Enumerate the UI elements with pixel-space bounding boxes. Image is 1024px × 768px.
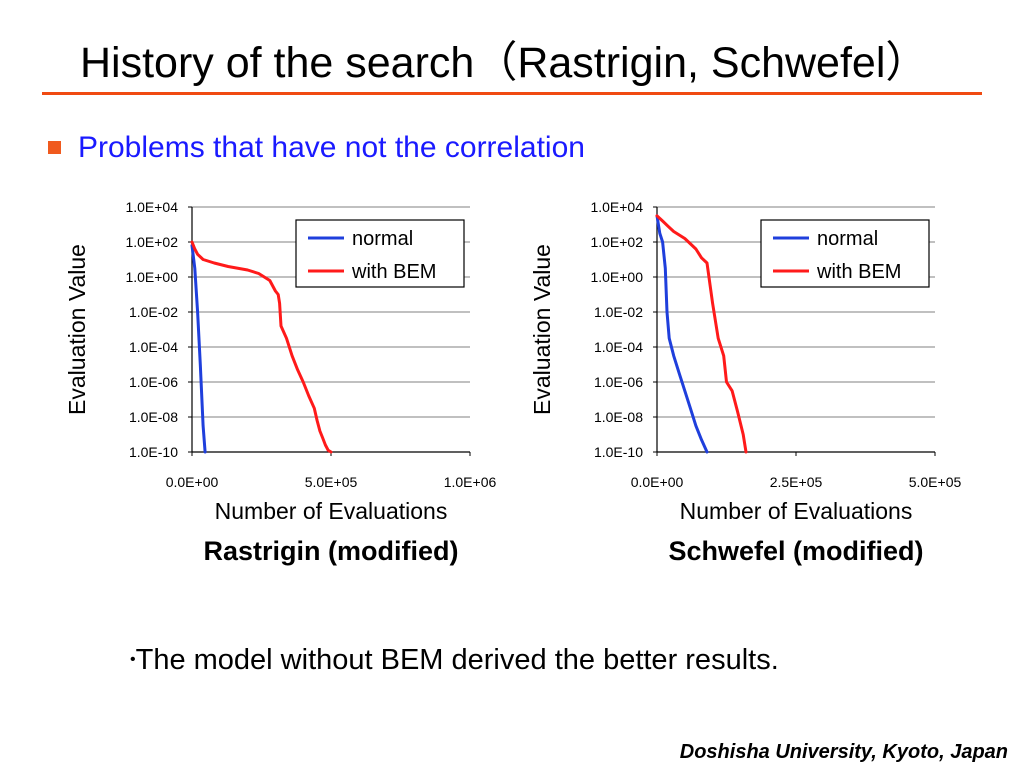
x-tick-label: 0.0E+00 [631, 474, 684, 490]
x-tick-label: 1.0E+06 [444, 474, 497, 490]
legend-label: with BEM [816, 261, 901, 283]
y-tick-label: 1.0E-06 [129, 374, 178, 390]
conclusion-text: •The model without BEM derived the bette… [130, 642, 779, 678]
chart-caption: Rastrigin (modified) [204, 536, 459, 566]
y-tick-label: 1.0E-10 [129, 444, 178, 460]
y-tick-label: 1.0E-06 [594, 374, 643, 390]
x-tick-label: 0.0E+00 [166, 474, 219, 490]
legend-label: with BEM [351, 261, 436, 283]
y-tick-label: 1.0E+04 [590, 199, 643, 215]
chart-caption: Schwefel (modified) [668, 536, 923, 566]
round-bullet-icon: • [130, 651, 136, 668]
legend-box [760, 219, 930, 288]
footer-affiliation: Doshisha University, Kyoto, Japan [679, 741, 1008, 763]
x-tick-label: 2.5E+05 [770, 474, 823, 490]
y-axis-label: Evaluation Value [64, 244, 90, 415]
y-tick-label: 1.0E+00 [125, 269, 178, 285]
y-axis-label: Evaluation Value [529, 244, 555, 415]
y-tick-label: 1.0E-04 [129, 339, 178, 355]
conclusion-sentence: The model without BEM derived the better… [135, 644, 779, 676]
x-axis-label: Number of Evaluations [215, 498, 448, 524]
square-bullet-icon [48, 141, 61, 154]
y-tick-label: 1.0E-08 [129, 409, 178, 425]
x-tick-label: 5.0E+05 [909, 474, 962, 490]
series-line-with-bem [190, 240, 333, 454]
y-tick-label: 1.0E+02 [590, 234, 643, 250]
y-tick-label: 1.0E+04 [125, 199, 178, 215]
legend-label: normal [352, 228, 413, 250]
y-tick-label: 1.0E-02 [129, 304, 178, 320]
x-axis-label: Number of Evaluations [680, 498, 913, 524]
series-line-with-bem [655, 214, 748, 454]
legend-label: normal [817, 228, 878, 250]
y-tick-label: 1.0E+02 [125, 234, 178, 250]
slide-title: History of the search（Rastrigin, Schwefe… [80, 39, 929, 87]
x-tick-label: 5.0E+05 [305, 474, 358, 490]
series-line-normal [190, 244, 207, 454]
chart-schwefel: 1.0E+04 1.0E+02 1.0E+00 1.0E-02 1.0E-04 1.0E-… [529, 199, 962, 566]
y-tick-label: 1.0E-08 [594, 409, 643, 425]
chart-rastrigin: 1.0E+04 1.0E+02 1.0E+00 1.0E-02 1.0E-04 1.0E-… [64, 199, 497, 566]
title-divider [42, 92, 982, 95]
y-tick-label: 1.0E-02 [594, 304, 643, 320]
y-tick-label: 1.0E-10 [594, 444, 643, 460]
y-tick-label: 1.0E-04 [594, 339, 643, 355]
legend-box [295, 219, 465, 288]
series-line-normal [655, 214, 709, 454]
y-tick-label: 1.0E+00 [590, 269, 643, 285]
bullet-text: Problems that have not the correlation [78, 131, 585, 164]
